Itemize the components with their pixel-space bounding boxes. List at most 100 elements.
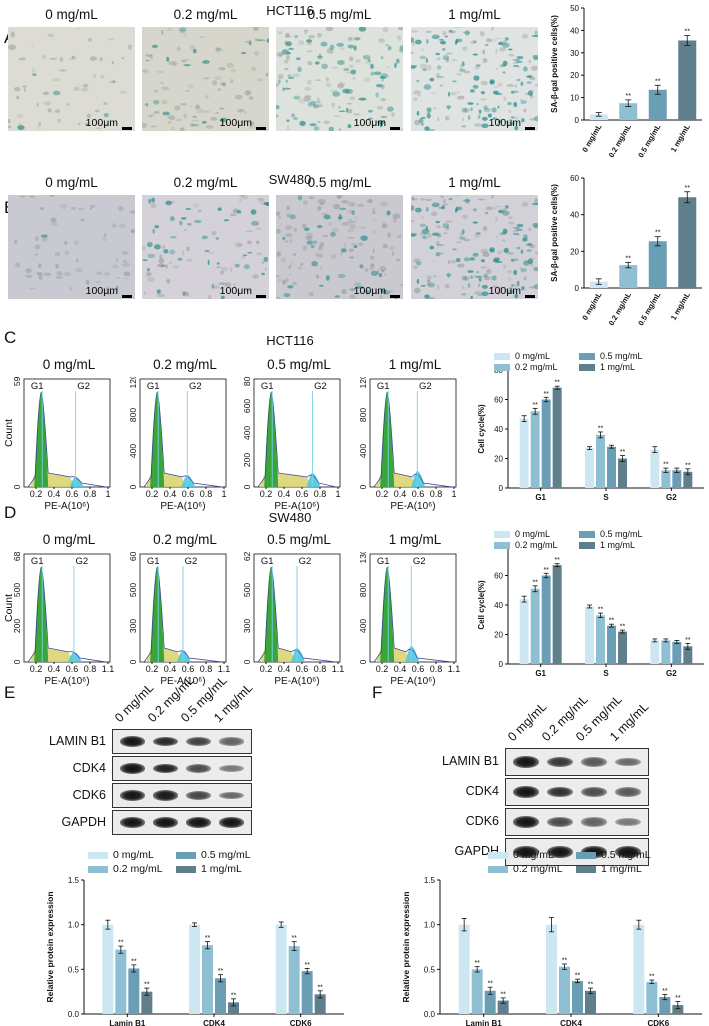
x-tick-label: 0.2 bbox=[146, 489, 159, 499]
bar bbox=[102, 924, 114, 1014]
legend-swatch bbox=[488, 866, 508, 873]
blot-strip bbox=[112, 810, 252, 835]
significance-mark: ** bbox=[554, 380, 560, 387]
y-tick-label: 0 bbox=[499, 484, 504, 493]
bar bbox=[585, 448, 594, 488]
bar bbox=[559, 966, 570, 1014]
bar bbox=[314, 994, 326, 1014]
bar bbox=[678, 197, 697, 288]
x-tick-label: 1 mg/mL bbox=[669, 290, 692, 322]
bar bbox=[678, 40, 697, 121]
g2-gate-label: G2 bbox=[314, 381, 327, 392]
panel-e-bar-chart: 0.0 0.5 1.0 1.5 Relative protein expression *… bbox=[45, 849, 344, 1026]
protein-band bbox=[512, 816, 540, 828]
panel-label-e: E bbox=[4, 683, 16, 702]
significance-mark: ** bbox=[685, 29, 691, 36]
x-axis-label: PE-A(10⁶) bbox=[390, 501, 435, 512]
y-tick-label: 0.5 bbox=[424, 965, 436, 974]
bar bbox=[530, 411, 540, 488]
scale-bar-line bbox=[122, 127, 132, 130]
scale-bar-line bbox=[525, 295, 535, 298]
legend-label: 0 mg/mL bbox=[113, 849, 154, 861]
bar bbox=[552, 387, 562, 488]
micrograph-image: 100μm bbox=[8, 195, 135, 299]
scale-bar-label: 100μm bbox=[489, 285, 535, 298]
y-axis-label: Cell cycle(%) bbox=[477, 404, 486, 454]
x-tick-label: 0.4 bbox=[278, 489, 291, 499]
legend-swatch bbox=[176, 852, 196, 859]
dose-label: 1 mg/mL bbox=[448, 7, 501, 22]
x-tick-label: G1 bbox=[535, 493, 546, 502]
protein-band bbox=[614, 757, 642, 767]
legend-swatch bbox=[488, 852, 508, 859]
y-tick-label: 400 bbox=[128, 444, 138, 458]
significance-mark: ** bbox=[487, 981, 493, 988]
g2-peak bbox=[291, 648, 305, 662]
bar bbox=[288, 946, 300, 1014]
micrograph-image: 100μm bbox=[411, 195, 538, 299]
legend-swatch bbox=[576, 852, 596, 859]
legend-label: 0.5 mg/mL bbox=[601, 849, 651, 861]
y-tick-label: 400 bbox=[358, 444, 368, 458]
x-tick-label: CDK4 bbox=[203, 1019, 225, 1026]
protein-band bbox=[152, 790, 179, 801]
dose-label: 0.2 mg/mL bbox=[173, 7, 238, 22]
x-tick-label: G1 bbox=[535, 669, 546, 678]
x-tick-label: CDK6 bbox=[290, 1019, 312, 1026]
significance-mark: ** bbox=[131, 958, 137, 965]
x-tick-label: 0.2 bbox=[30, 489, 43, 499]
bar bbox=[633, 924, 645, 1014]
g1-gate-label: G1 bbox=[377, 381, 390, 392]
legend-label: 1 mg/mL bbox=[201, 863, 242, 875]
flow-histogram: G1 G2 0 300 500 621 0.2 0.4 0.6 0.8 1.1 PE-A(10⁶) bbox=[242, 552, 344, 687]
y-tick-label: 0 bbox=[12, 659, 22, 664]
x-tick-label: 0.4 bbox=[48, 664, 61, 674]
x-tick-label: 0.4 bbox=[278, 664, 291, 674]
protein-band bbox=[185, 791, 212, 800]
x-tick-label: 0.8 bbox=[200, 489, 213, 499]
x-tick-label: 0.2 bbox=[260, 489, 273, 499]
bar bbox=[596, 434, 605, 488]
protein-label: LAMIN B1 bbox=[442, 754, 499, 768]
y-axis-label: SA-β-gal positive cells(%) bbox=[550, 15, 559, 113]
protein-label: GAPDH bbox=[454, 844, 499, 858]
y-tick-label: 1300 bbox=[358, 552, 368, 563]
legend-label: 1 mg/mL bbox=[600, 540, 635, 550]
x-tick-label: 0.6 bbox=[66, 664, 79, 674]
dose-label: 0.2 mg/mL bbox=[153, 532, 217, 547]
g2-gate-label: G2 bbox=[419, 381, 432, 392]
panel-f-bar-chart: 0.0 0.5 1.0 1.5 Relative protein expression *… bbox=[401, 849, 702, 1026]
panel-label-d: D bbox=[4, 503, 17, 522]
x-tick-label: 0.4 bbox=[164, 489, 177, 499]
y-tick-label: 604 bbox=[128, 552, 138, 561]
g1-peak bbox=[264, 391, 279, 487]
y-tick-label: 800 bbox=[242, 377, 252, 386]
legend-swatch bbox=[579, 531, 595, 538]
bar bbox=[619, 265, 638, 288]
protein-band bbox=[152, 763, 179, 774]
x-tick-label: 0.2 mg/mL bbox=[607, 122, 634, 158]
y-tick-label: 0 bbox=[358, 484, 368, 489]
g1-gate-label: G1 bbox=[377, 556, 390, 567]
micrograph-image: 100μm bbox=[276, 195, 403, 299]
significance-mark: ** bbox=[620, 449, 626, 456]
dose-label: 0 mg/mL bbox=[45, 175, 98, 190]
x-tick-label: 0.8 bbox=[314, 489, 327, 499]
protein-band bbox=[218, 817, 245, 828]
bar bbox=[646, 981, 658, 1014]
x-tick-label: 1.1 bbox=[448, 664, 461, 674]
y-tick-label: 500 bbox=[242, 583, 252, 597]
x-tick-label: 0.5 mg/mL bbox=[636, 122, 663, 158]
g1-gate-label: G1 bbox=[147, 381, 160, 392]
panel-c-bar-chart: 020406080Cell cycle(%)******G1****S****G… bbox=[477, 351, 704, 502]
dose-label: 0.5 mg/mL bbox=[267, 357, 331, 372]
y-axis-label: Relative protein expression bbox=[401, 891, 411, 1002]
protein-band bbox=[512, 786, 540, 798]
x-tick-label: 0.4 bbox=[394, 664, 407, 674]
x-axis-label: PE-A(10⁶) bbox=[160, 501, 205, 512]
g2-peak bbox=[405, 646, 420, 662]
significance-mark: ** bbox=[144, 982, 150, 989]
significance-mark: ** bbox=[662, 988, 668, 995]
y-tick-label: 300 bbox=[128, 619, 138, 633]
protein-band bbox=[218, 764, 245, 773]
